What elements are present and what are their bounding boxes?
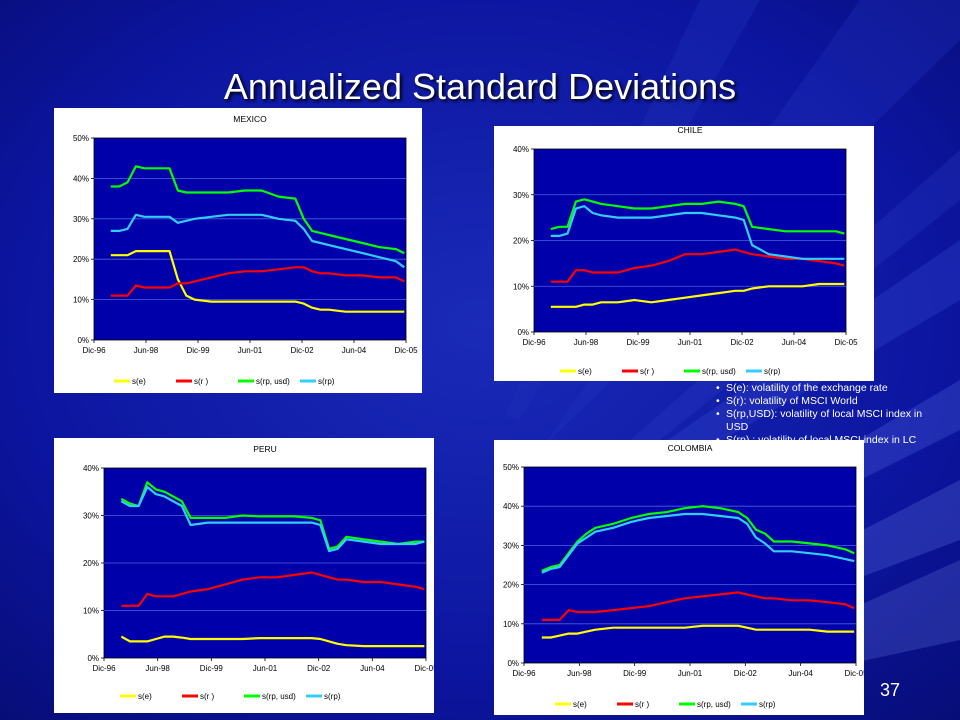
series-line: [121, 571, 425, 607]
legend-label: s(r ): [635, 700, 650, 709]
series-line: [541, 505, 855, 572]
note-item: S(rp) : volatility of local MSCI index i…: [716, 434, 928, 447]
x-tick-label: Dic-02: [290, 346, 314, 355]
x-tick-label: Jun-01: [678, 669, 703, 678]
x-tick-label: Dic-96: [92, 664, 116, 673]
y-tick-label: 40%: [513, 145, 529, 154]
series-line: [120, 635, 425, 648]
peru-chart: PERU 0% 10% 20% 30% 40% Dic-96 Jun-98 Dic-99 Jun-…: [54, 438, 434, 713]
x-tick-label: Dic-02: [734, 669, 758, 678]
x-tick-label: Dic-05: [414, 664, 434, 673]
y-tick-label: 0%: [87, 654, 99, 663]
legend-label: s(rp): [318, 377, 335, 386]
legend-label: s(rp): [759, 700, 776, 709]
series-line: [120, 481, 425, 550]
series-line: [541, 624, 855, 639]
x-tick-label: Jun-04: [788, 669, 813, 678]
y-tick-label: 10%: [83, 607, 99, 616]
y-tick-label: 20%: [83, 559, 99, 568]
colombia-chart: COLOMBIA 0% 10% 20% 30% 40% 50% Dic-96 Jun-98 Dic…: [494, 440, 864, 715]
chart-title: PERU: [253, 444, 277, 454]
series-line: [541, 512, 855, 574]
x-tick-label: Dic-99: [626, 338, 650, 347]
y-tick-label: 40%: [73, 174, 89, 183]
x-tick-label: Dic-05: [844, 669, 864, 678]
x-tick-label: Dic-96: [512, 669, 536, 678]
mexico-chart: MEXICO 0% 10% 20% 30% 40% 50% Dic-96 Jun-98 Dic-9…: [54, 108, 422, 393]
x-tick-label: Jun-98: [145, 664, 170, 673]
x-tick-label: Dic-96: [82, 346, 106, 355]
note-item: S(rp,USD): volatility of local MSCI inde…: [716, 408, 928, 434]
series-line: [550, 282, 845, 308]
legend-label: s(rp): [764, 367, 781, 376]
series-line: [120, 485, 425, 553]
y-tick-label: 10%: [513, 282, 529, 291]
x-tick-label: Jun-98: [574, 338, 599, 347]
legend-label: s(r ): [194, 377, 209, 386]
y-tick-label: 0%: [517, 328, 529, 337]
x-tick-label: Dic-99: [200, 664, 224, 673]
y-tick-label: 10%: [73, 296, 89, 305]
x-tick-label: Dic-99: [186, 346, 210, 355]
plot-area: [93, 137, 407, 341]
y-tick-label: 20%: [513, 237, 529, 246]
y-tick-label: 40%: [83, 464, 99, 473]
series-line: [541, 591, 855, 621]
x-tick-label: Jun-01: [238, 346, 263, 355]
x-tick-label: Dic-99: [623, 669, 647, 678]
x-tick-label: Jun-04: [360, 664, 385, 673]
x-tick-label: Dic-05: [394, 346, 418, 355]
x-tick-label: Dic-05: [834, 338, 858, 347]
y-tick-label: 10%: [503, 620, 519, 629]
slide-number: 37: [880, 680, 901, 700]
x-tick-label: Jun-01: [253, 664, 278, 673]
y-tick-label: 40%: [503, 502, 519, 511]
y-tick-label: 0%: [77, 336, 89, 345]
y-tick-label: 30%: [503, 541, 519, 550]
series-line: [550, 248, 845, 283]
y-tick-label: 0%: [507, 659, 519, 668]
series-line: [110, 165, 405, 255]
slide-title: Annualized Standard Deviations: [223, 66, 737, 107]
series-line: [110, 250, 405, 313]
legend-label: s(rp, usd): [262, 692, 296, 701]
series-definitions: S(e): volatility of the exchange rate S(…: [716, 382, 928, 447]
chart-title: COLOMBIA: [668, 443, 713, 453]
series-line: [110, 266, 405, 297]
legend-label: s(rp, usd): [702, 367, 736, 376]
legend-label: s(e): [578, 367, 592, 376]
x-tick-label: Dic-02: [307, 664, 331, 673]
y-tick-label: 20%: [503, 581, 519, 590]
x-tick-label: Jun-01: [678, 338, 703, 347]
note-item: S(e): volatility of the exchange rate: [716, 382, 928, 395]
legend-label: s(e): [132, 377, 146, 386]
y-tick-label: 20%: [73, 255, 89, 264]
y-tick-label: 30%: [83, 512, 99, 521]
y-tick-label: 30%: [73, 215, 89, 224]
chart-title: MEXICO: [233, 114, 267, 124]
x-tick-label: Jun-04: [782, 338, 807, 347]
legend-label: s(r ): [640, 367, 655, 376]
series-line: [110, 213, 405, 269]
x-tick-label: Jun-98: [134, 346, 159, 355]
series-line: [550, 198, 845, 235]
chart-title: CHILE: [677, 126, 702, 135]
legend-label: s(r ): [200, 692, 215, 701]
y-tick-label: 50%: [503, 463, 519, 472]
x-tick-label: Jun-04: [342, 346, 367, 355]
legend-label: s(rp, usd): [697, 700, 731, 709]
y-tick-label: 30%: [513, 191, 529, 200]
legend-label: s(e): [573, 700, 587, 709]
legend-label: s(rp, usd): [256, 377, 290, 386]
chile-chart: CHILE 0% 10% 20% 30% 40% Dic-96 Jun-98 Dic-99 Jun…: [494, 126, 874, 381]
x-tick-label: Dic-02: [730, 338, 754, 347]
legend-label: s(e): [138, 692, 152, 701]
x-tick-label: Jun-98: [567, 669, 592, 678]
series-line: [550, 205, 845, 260]
note-item: S(r): volatility of MSCI World: [716, 395, 928, 408]
x-tick-label: Dic-96: [522, 338, 546, 347]
y-tick-label: 50%: [73, 134, 89, 143]
legend-label: s(rp): [324, 692, 341, 701]
